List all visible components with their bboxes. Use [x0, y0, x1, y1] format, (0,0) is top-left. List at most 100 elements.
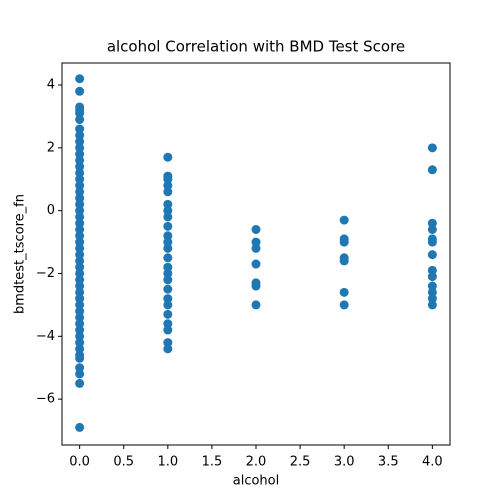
- point: [163, 243, 173, 253]
- point: [251, 300, 261, 310]
- point: [75, 338, 85, 348]
- point: [251, 259, 261, 269]
- point: [75, 312, 85, 322]
- point: [163, 275, 173, 285]
- point: [75, 256, 85, 266]
- y-tick-label: 0: [47, 203, 55, 218]
- point: [75, 250, 85, 260]
- point: [75, 281, 85, 291]
- point: [75, 193, 85, 203]
- point: [75, 174, 85, 184]
- point: [75, 224, 85, 234]
- point: [75, 319, 85, 329]
- point: [163, 206, 173, 216]
- point: [427, 224, 437, 234]
- point: [427, 218, 437, 228]
- point: [251, 237, 261, 247]
- point: [75, 86, 85, 96]
- point: [75, 212, 85, 222]
- point: [75, 130, 85, 140]
- x-tick-label: 3.0: [334, 455, 355, 470]
- y-tick-label: −6: [36, 392, 55, 407]
- point: [163, 309, 173, 319]
- x-tick-label: 4.0: [422, 455, 443, 470]
- point: [427, 237, 437, 247]
- point: [75, 331, 85, 341]
- x-tick-label: 1.5: [202, 455, 223, 470]
- point: [75, 115, 85, 125]
- point: [163, 338, 173, 348]
- point: [75, 137, 85, 147]
- point: [163, 253, 173, 263]
- x-tick-label: 1.0: [157, 455, 178, 470]
- point: [75, 187, 85, 197]
- x-tick-label: 2.5: [290, 455, 311, 470]
- point: [427, 250, 437, 260]
- point: [163, 152, 173, 162]
- point: [75, 344, 85, 354]
- y-tick-label: −2: [36, 266, 55, 281]
- y-axis-label: bmdtest_tscore_fn: [13, 194, 28, 314]
- point: [75, 378, 85, 388]
- point: [163, 237, 173, 247]
- point: [75, 162, 85, 172]
- point: [75, 181, 85, 191]
- point: [339, 237, 349, 247]
- point: [75, 74, 85, 84]
- x-tick-label: 0.5: [113, 455, 134, 470]
- point: [75, 155, 85, 165]
- point: [75, 237, 85, 247]
- point: [75, 243, 85, 253]
- point: [75, 168, 85, 178]
- y-tick-label: −4: [36, 329, 55, 344]
- point: [339, 300, 349, 310]
- point: [163, 262, 173, 272]
- point: [339, 287, 349, 297]
- point: [163, 199, 173, 209]
- point: [427, 165, 437, 175]
- x-tick-label: 0.0: [69, 455, 90, 470]
- plot-frame: [61, 62, 451, 446]
- point: [75, 287, 85, 297]
- point: [163, 344, 173, 354]
- point: [163, 212, 173, 222]
- point: [339, 256, 349, 266]
- point: [75, 353, 85, 363]
- point: [339, 215, 349, 225]
- point: [427, 287, 437, 297]
- point: [75, 143, 85, 153]
- y-tick-label: 2: [47, 140, 55, 155]
- point: [75, 199, 85, 209]
- point: [251, 224, 261, 234]
- point: [251, 243, 261, 253]
- point: [427, 272, 437, 282]
- point: [163, 268, 173, 278]
- x-axis-label: alcohol: [233, 474, 279, 489]
- y-tick-label: 4: [47, 77, 55, 92]
- point: [75, 206, 85, 216]
- point: [75, 262, 85, 272]
- point: [163, 325, 173, 335]
- point: [163, 300, 173, 310]
- point: [75, 149, 85, 159]
- point: [75, 369, 85, 379]
- point: [75, 218, 85, 228]
- point: [75, 422, 85, 432]
- point: [75, 306, 85, 316]
- point: [75, 325, 85, 335]
- point: [75, 275, 85, 285]
- point: [427, 143, 437, 153]
- point: [427, 281, 437, 291]
- point: [75, 108, 85, 118]
- point: [163, 284, 173, 294]
- point: [163, 294, 173, 304]
- x-tick-label: 2.0: [246, 455, 267, 470]
- point: [427, 300, 437, 310]
- point: [163, 221, 173, 231]
- point: [251, 281, 261, 291]
- point: [427, 294, 437, 304]
- point: [75, 231, 85, 241]
- x-tick-label: 3.5: [378, 455, 399, 470]
- point: [75, 363, 85, 373]
